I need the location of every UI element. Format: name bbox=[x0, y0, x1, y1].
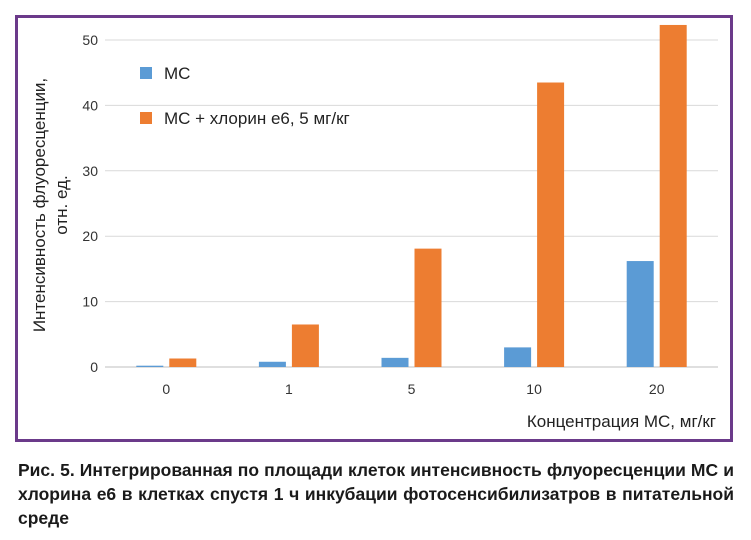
bar-ms-0 bbox=[136, 365, 164, 367]
x-tick-label: 5 bbox=[408, 381, 416, 397]
y-tick-label: 0 bbox=[90, 359, 98, 375]
y-tick-label: 40 bbox=[82, 97, 98, 113]
legend-swatch bbox=[140, 112, 152, 124]
legend-label: МС bbox=[164, 64, 190, 83]
bar-ms-1 bbox=[258, 361, 286, 367]
legend-label: МС + хлорин е6, 5 мг/кг bbox=[164, 109, 350, 128]
bar-chart: 0 10 20 30 40 50 0 1 5 10 20 МС МС + хлорин е6, 5 … bbox=[30, 24, 718, 431]
figure-frame bbox=[15, 15, 733, 442]
bars bbox=[136, 24, 687, 367]
x-tick-label: 20 bbox=[649, 381, 665, 397]
x-tick-labels: 0 1 5 10 20 bbox=[162, 381, 664, 397]
y-tick-labels: 0 10 20 30 40 50 bbox=[82, 32, 98, 375]
legend: МС МС + хлорин е6, 5 мг/кг bbox=[140, 64, 350, 128]
bar-ms-chlorin-0 bbox=[169, 358, 197, 367]
y-axis-label-line1: Интенсивность флуоресценции, bbox=[30, 78, 49, 332]
figure-caption: Рис. 5. Интегрированная по площади клето… bbox=[18, 460, 734, 528]
x-tick-label: 1 bbox=[285, 381, 293, 397]
bar-ms-10 bbox=[504, 347, 532, 367]
bar-ms-5 bbox=[381, 357, 409, 367]
y-tick-label: 10 bbox=[82, 294, 98, 310]
bar-ms-chlorin-1 bbox=[291, 324, 319, 367]
x-axis-label: Концентрация МС, мг/кг bbox=[527, 412, 716, 431]
y-tick-label: 50 bbox=[82, 32, 98, 48]
y-axis-label-line2: отн. ед. bbox=[52, 175, 71, 234]
x-tick-label: 10 bbox=[526, 381, 542, 397]
bar-ms-chlorin-10 bbox=[537, 82, 565, 367]
y-tick-label: 30 bbox=[82, 163, 98, 179]
gridlines bbox=[105, 39, 718, 368]
bar-ms-chlorin-20 bbox=[659, 24, 687, 367]
y-tick-label: 20 bbox=[82, 228, 98, 244]
bar-ms-chlorin-5 bbox=[414, 248, 442, 367]
legend-swatch bbox=[140, 67, 152, 79]
x-tick-label: 0 bbox=[162, 381, 170, 397]
bar-ms-20 bbox=[626, 261, 654, 367]
